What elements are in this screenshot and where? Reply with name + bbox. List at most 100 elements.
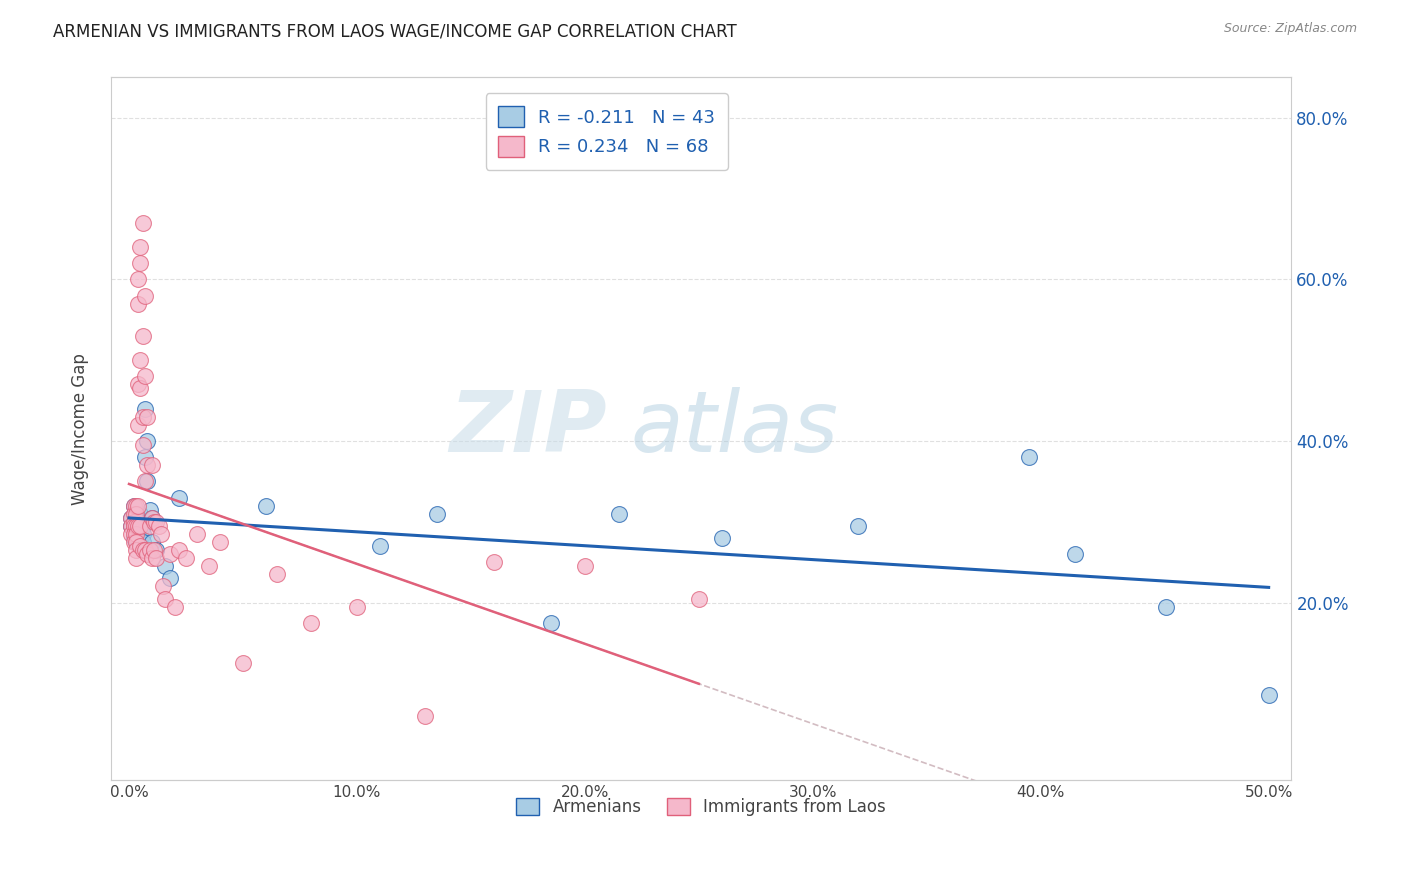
Point — [120, 518, 142, 533]
Point — [1064, 547, 1087, 561]
Point — [141, 535, 163, 549]
Point — [129, 382, 152, 396]
Point — [141, 510, 163, 524]
Point — [129, 256, 152, 270]
Point — [163, 599, 186, 614]
Point — [120, 510, 142, 524]
Point — [197, 559, 219, 574]
Point — [688, 591, 710, 606]
Point — [134, 450, 156, 464]
Point — [129, 507, 152, 521]
Point — [148, 518, 170, 533]
Point — [254, 499, 277, 513]
Point — [129, 353, 152, 368]
Point — [122, 515, 145, 529]
Point — [131, 543, 153, 558]
Point — [299, 615, 322, 630]
Point — [155, 591, 177, 606]
Point — [145, 551, 167, 566]
Point — [120, 510, 142, 524]
Point — [127, 518, 149, 533]
Point — [1154, 599, 1177, 614]
Point — [131, 527, 153, 541]
Point — [136, 434, 159, 448]
Point — [368, 539, 391, 553]
Point — [136, 475, 159, 489]
Point — [131, 438, 153, 452]
Point — [145, 543, 167, 558]
Point — [134, 369, 156, 384]
Point — [125, 543, 148, 558]
Point — [122, 531, 145, 545]
Point — [129, 535, 152, 549]
Point — [143, 543, 166, 558]
Point — [127, 518, 149, 533]
Point — [426, 507, 449, 521]
Point — [136, 458, 159, 473]
Point — [122, 527, 145, 541]
Point — [125, 527, 148, 541]
Point — [122, 499, 145, 513]
Point — [122, 507, 145, 521]
Point — [209, 535, 232, 549]
Point — [129, 518, 152, 533]
Point — [540, 615, 562, 630]
Point — [138, 518, 160, 533]
Point — [125, 535, 148, 549]
Point — [232, 656, 254, 670]
Point — [131, 409, 153, 424]
Text: Source: ZipAtlas.com: Source: ZipAtlas.com — [1223, 22, 1357, 36]
Point — [413, 708, 436, 723]
Point — [574, 559, 596, 574]
Point — [125, 515, 148, 529]
Point — [127, 296, 149, 310]
Point — [143, 515, 166, 529]
Point — [131, 216, 153, 230]
Point — [125, 527, 148, 541]
Point — [127, 377, 149, 392]
Point — [125, 499, 148, 513]
Point — [120, 527, 142, 541]
Point — [155, 559, 177, 574]
Point — [125, 507, 148, 521]
Point — [125, 535, 148, 549]
Point — [134, 543, 156, 558]
Point — [125, 518, 148, 533]
Point — [127, 417, 149, 432]
Point — [134, 288, 156, 302]
Point — [141, 551, 163, 566]
Point — [122, 535, 145, 549]
Point — [127, 527, 149, 541]
Point — [167, 491, 190, 505]
Point — [129, 515, 152, 529]
Point — [145, 515, 167, 529]
Point — [159, 571, 181, 585]
Point — [136, 409, 159, 424]
Point — [125, 551, 148, 566]
Point — [129, 527, 152, 541]
Point — [159, 547, 181, 561]
Point — [266, 567, 288, 582]
Point — [138, 502, 160, 516]
Point — [167, 543, 190, 558]
Y-axis label: Wage/Income Gap: Wage/Income Gap — [72, 353, 89, 505]
Point — [607, 507, 630, 521]
Point — [131, 535, 153, 549]
Point — [131, 329, 153, 343]
Point — [127, 535, 149, 549]
Point — [127, 272, 149, 286]
Point — [346, 599, 368, 614]
Point — [129, 518, 152, 533]
Point — [127, 499, 149, 513]
Point — [129, 240, 152, 254]
Point — [141, 510, 163, 524]
Point — [122, 499, 145, 513]
Point — [710, 531, 733, 545]
Point — [129, 539, 152, 553]
Point — [134, 475, 156, 489]
Point — [1018, 450, 1040, 464]
Point — [141, 458, 163, 473]
Point — [120, 518, 142, 533]
Point — [134, 401, 156, 416]
Point — [149, 527, 172, 541]
